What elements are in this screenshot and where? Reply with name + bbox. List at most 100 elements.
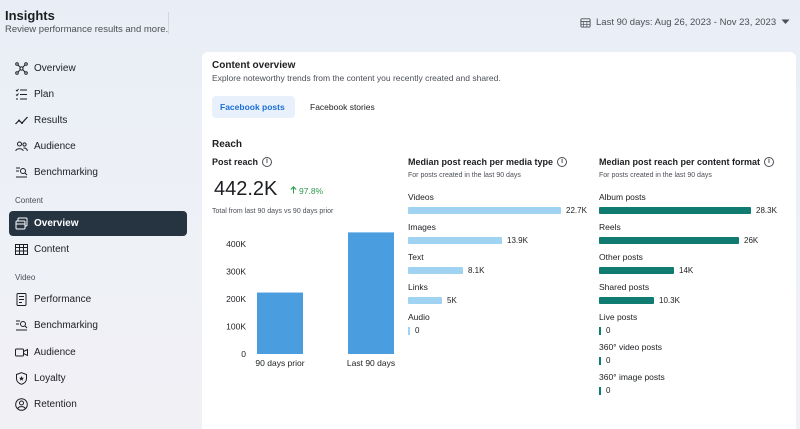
content-format-metric-label: Album posts	[599, 192, 646, 202]
info-icon[interactable]: i	[557, 157, 568, 167]
content-format-metric-label: Other posts	[599, 252, 643, 262]
content-format-metric-value: 26K	[744, 236, 759, 245]
content-overview-title: Content overview	[212, 60, 296, 71]
content-format-metric-row: 0	[599, 356, 785, 365]
user-circle-icon	[15, 398, 28, 411]
sidebar-item-label: Plan	[34, 89, 55, 100]
media-type-metric-row: 5K	[408, 296, 594, 305]
content-format-metric-bar	[599, 267, 674, 274]
media-type-metric-value: 13.9K	[507, 236, 528, 245]
media-type-metric-label: Images	[408, 222, 436, 232]
media-type-metric-row: 22.7K	[408, 206, 594, 215]
sidebar-item-label: Loyalty	[34, 373, 66, 384]
sidebar-item-content-overview[interactable]: Overview	[9, 211, 187, 236]
post-reach-note: Total from last 90 days vs 90 days prior	[212, 208, 334, 215]
sidebar-item-video-audience[interactable]: Audience	[9, 340, 187, 365]
media-type-metric-bar	[408, 207, 561, 214]
video-camera-icon	[15, 346, 28, 359]
info-icon[interactable]: i	[764, 157, 775, 167]
post-reach-title-text: Post reach	[212, 157, 259, 167]
media-type-metric-value: 8.1K	[468, 266, 485, 275]
y-tick-label: 200K	[226, 294, 246, 304]
tab-label: Facebook posts	[220, 102, 285, 112]
chart-bar[interactable]	[348, 232, 394, 354]
post-reach-title: Post reach i	[212, 157, 273, 167]
content-format-metric: 360° video posts 0	[599, 342, 785, 365]
content-format-title: Median post reach per content format i	[599, 157, 775, 167]
info-icon[interactable]: i	[262, 157, 273, 167]
content-format-metric-label: 360° image posts	[599, 372, 665, 382]
caret-down-icon	[781, 19, 790, 25]
trend-line-icon	[15, 114, 28, 127]
content-format-metric-bar	[599, 356, 601, 365]
sidebar-item-video-benchmarking[interactable]: Benchmarking	[9, 313, 187, 338]
media-type-metric-bar	[408, 237, 502, 244]
media-type-metric: Links 5K	[408, 282, 594, 305]
content-format-metric-row: 10.3K	[599, 296, 785, 305]
media-type-metric-label: Videos	[408, 192, 434, 202]
sidebar-item-results[interactable]: Results	[9, 108, 187, 133]
cards-icon	[15, 217, 28, 230]
reach-heading: Reach	[212, 139, 243, 150]
page-subtitle: Review performance results and more.	[5, 24, 169, 35]
sidebar-item-plan[interactable]: Plan	[9, 82, 187, 107]
benchmark-search-icon	[15, 166, 28, 179]
grid-table-icon	[15, 243, 28, 256]
content-format-metric-value: 0	[606, 356, 611, 365]
content-format-metric: Album posts 28.3K	[599, 192, 785, 215]
media-type-title: Median post reach per media type i	[408, 157, 568, 167]
benchmark-search-icon	[15, 319, 28, 332]
sidebar-item-video-loyalty[interactable]: Loyalty	[9, 366, 187, 391]
media-type-metric-row: 0	[408, 326, 594, 335]
date-range-label: Last 90 days: Aug 26, 2023 - Nov 23, 202…	[596, 16, 777, 28]
chart-bar[interactable]	[257, 292, 303, 354]
media-type-metric-bar	[408, 267, 463, 274]
sidebar-item-video-retention[interactable]: Retention	[9, 392, 187, 417]
sidebar-item-label: Content	[34, 244, 70, 255]
tab-facebook-posts[interactable]: Facebook posts	[212, 96, 295, 118]
post-reach-change: 97.8%	[290, 186, 323, 196]
media-type-metric-bar	[408, 326, 410, 335]
checklist-icon	[15, 88, 28, 101]
media-type-metric-value: 5K	[447, 296, 457, 305]
sidebar-item-video-performance[interactable]: Performance	[9, 287, 187, 312]
content-format-metric-value: 10.3K	[659, 296, 680, 305]
y-tick-label: 0	[241, 349, 246, 359]
content-format-metric-bar	[599, 326, 601, 335]
header-divider	[168, 12, 169, 34]
sidebar-section-content: Content	[15, 196, 44, 205]
content-format-title-text: Median post reach per content format	[599, 157, 761, 167]
media-type-metric-label: Audio	[408, 312, 430, 322]
media-type-metric-bar	[408, 297, 442, 304]
arrow-up-icon	[290, 186, 297, 196]
shield-icon	[15, 372, 28, 385]
sidebar-item-label: Results	[34, 115, 68, 126]
media-type-metric: Text 8.1K	[408, 252, 594, 275]
media-type-metric-value: 0	[415, 326, 420, 335]
sidebar-item-benchmarking[interactable]: Benchmarking	[9, 160, 187, 185]
sidebar-item-overview[interactable]: Overview	[9, 56, 187, 81]
sidebar-item-label: Retention	[34, 399, 77, 410]
content-format-metric-value: 28.3K	[756, 206, 777, 215]
x-tick-label: 90 days prior	[255, 358, 304, 368]
sidebar-item-audience[interactable]: Audience	[9, 134, 187, 159]
content-format-subtitle: For posts created in the last 90 days	[599, 172, 712, 179]
page-header: Insights Review performance results and …	[0, 0, 800, 48]
calendar-icon	[580, 17, 591, 28]
date-range-picker[interactable]: Last 90 days: Aug 26, 2023 - Nov 23, 202…	[580, 14, 790, 30]
overview-graph-icon	[15, 62, 28, 75]
sidebar-item-label: Performance	[34, 294, 92, 305]
sidebar-section-video: Video	[15, 273, 36, 282]
content-format-metric: 360° image posts 0	[599, 372, 785, 395]
media-type-metric: Audio 0	[408, 312, 594, 335]
document-icon	[15, 293, 28, 306]
post-reach-bar-chart: 0 100K 200K 300K 400K 90 days prior Last 90 da…	[226, 232, 395, 368]
sidebar-item-content[interactable]: Content	[9, 237, 187, 262]
tab-facebook-stories[interactable]: Facebook stories	[302, 96, 383, 118]
content-format-metric-label: 360° video posts	[599, 342, 662, 352]
content-format-metric: Live posts 0	[599, 312, 785, 335]
content-format-metric-row: 0	[599, 326, 785, 335]
content-format-metric-bar	[599, 237, 739, 244]
sidebar-item-label: Overview	[34, 218, 79, 229]
content-format-metric-row: 26K	[599, 236, 785, 245]
